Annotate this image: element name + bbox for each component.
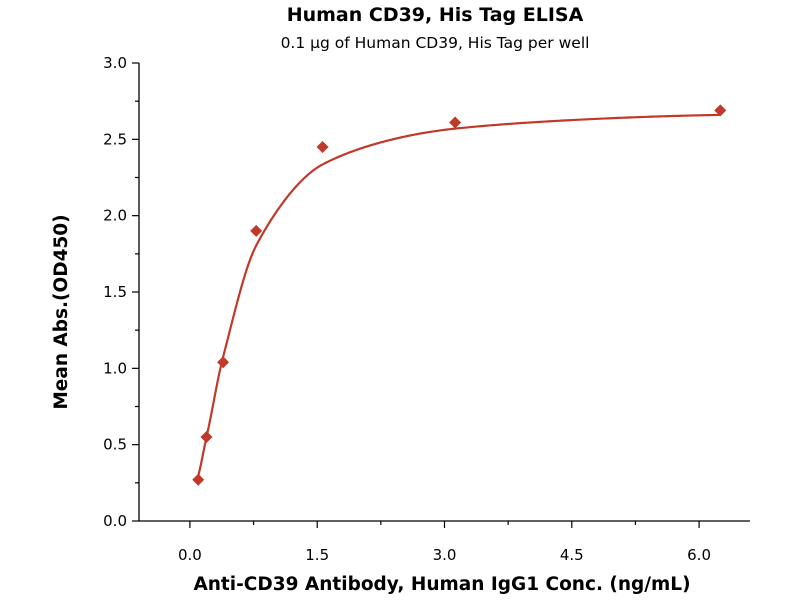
x-axis-ticks: 0.0 1.5 3.0 4.5 6.0 <box>178 521 711 564</box>
data-point-diamond <box>714 104 727 117</box>
data-point-diamond <box>192 473 205 486</box>
data-point-diamond <box>217 356 230 369</box>
chart-subtitle: 0.1 µg of Human CD39, His Tag per well <box>281 34 590 52</box>
data-point-diamond <box>449 116 462 129</box>
chart-title: Human CD39, His Tag ELISA <box>287 4 584 26</box>
y-tick-label: 1.5 <box>103 283 127 301</box>
x-tick-label: 6.0 <box>687 546 711 564</box>
x-tick-label: 3.0 <box>433 546 457 564</box>
data-point-diamond <box>250 224 263 237</box>
data-point-diamond <box>200 431 213 444</box>
x-tick-label: 4.5 <box>560 546 584 564</box>
fit-curve <box>197 113 721 477</box>
plot-area: 0.0 0.5 1.0 1.5 2.0 2.5 3.0 0.0 1.5 3.0 4.5 6.0 <box>103 54 750 564</box>
data-point-diamond <box>316 140 329 153</box>
y-axis-label: Mean Abs.(OD450) <box>51 214 72 409</box>
x-tick-label: 0.0 <box>178 546 202 564</box>
y-tick-label: 1.0 <box>103 359 127 377</box>
y-axis-ticks: 0.0 0.5 1.0 1.5 2.0 2.5 3.0 <box>103 54 139 530</box>
y-tick-label: 0.0 <box>103 512 127 530</box>
data-points <box>192 104 727 486</box>
y-tick-label: 3.0 <box>103 54 127 72</box>
y-tick-label: 2.5 <box>103 130 127 148</box>
y-tick-label: 0.5 <box>103 436 127 454</box>
y-tick-label: 2.0 <box>103 207 127 225</box>
x-tick-label: 1.5 <box>305 546 329 564</box>
x-axis-label: Anti-CD39 Antibody, Human IgG1 Conc. (ng… <box>193 574 690 595</box>
